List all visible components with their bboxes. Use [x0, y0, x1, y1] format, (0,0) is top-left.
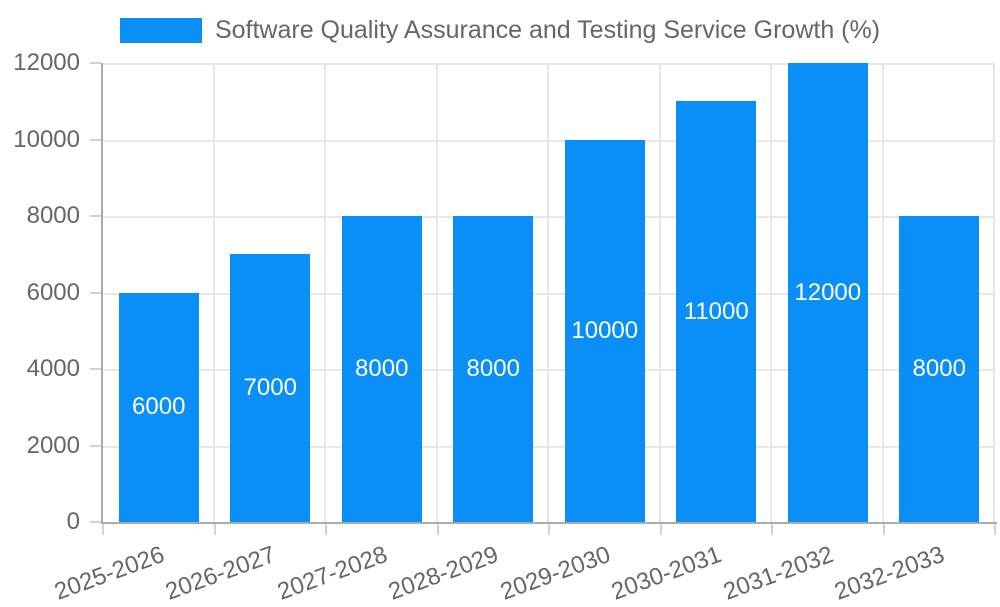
y-axis-line [101, 63, 103, 524]
y-tick-label: 6000 [26, 278, 80, 306]
bar-2032-2033: 8000 [899, 216, 980, 522]
gridline-vertical [770, 63, 772, 522]
x-axis-tick [325, 524, 327, 535]
x-axis-tick [994, 524, 996, 535]
gridline-horizontal [103, 139, 995, 142]
bar-2030-2031: 11000 [676, 101, 757, 522]
x-tick-label: 2028-2029 [385, 541, 503, 606]
gridline-horizontal [103, 369, 995, 371]
y-axis-tick [90, 215, 101, 217]
bar-value-label: 12000 [794, 278, 862, 306]
bar-value-label: 8000 [355, 355, 409, 382]
gridline-vertical [435, 63, 438, 522]
x-axis-tick [882, 524, 885, 535]
bar-2026-2027: 7000 [230, 254, 311, 522]
bar-2027-2028: 8000 [341, 216, 422, 522]
gridline-vertical [881, 63, 884, 522]
bar-value-label: 10000 [571, 316, 639, 344]
gridline-vertical [324, 63, 326, 522]
gridline-vertical [658, 63, 661, 522]
bar-2031-2032: 12000 [787, 63, 868, 522]
bar-value-label: 8000 [466, 355, 520, 382]
y-tick-label: 10000 [13, 125, 80, 153]
y-tick-label: 8000 [26, 202, 80, 229]
x-axis-tick [771, 524, 773, 535]
bar-value-label: 6000 [132, 393, 186, 421]
x-tick-label: 2026-2027 [162, 541, 280, 606]
x-tick-label: 2030-2031 [608, 541, 726, 606]
y-axis-tick [90, 62, 101, 64]
gridline-vertical [993, 63, 995, 522]
chart-legend[interactable]: Software Quality Assurance and Testing S… [0, 15, 1000, 45]
gridline-horizontal [103, 216, 995, 218]
y-axis-tick [90, 138, 101, 141]
bar-2029-2030: 10000 [564, 139, 645, 522]
gridline-horizontal [103, 63, 995, 65]
plot-area: 6000 7000 8000 8000 10000 11000 12000 8000 [103, 63, 995, 522]
x-tick-label: 2032-2033 [831, 541, 949, 606]
gridline-horizontal [103, 445, 995, 448]
y-tick-label: 12000 [13, 49, 80, 76]
y-axis-tick [90, 521, 101, 523]
x-axis-tick [659, 524, 662, 535]
gridline-vertical [212, 63, 215, 522]
bar-value-label: 11000 [683, 297, 749, 325]
y-axis-tick [90, 444, 101, 447]
y-axis-tick [90, 368, 101, 370]
y-tick-label: 0 [66, 508, 80, 535]
y-axis-tick [90, 291, 101, 294]
x-axis-line [101, 522, 997, 524]
bar-2025-2026: 6000 [118, 292, 199, 522]
y-tick-label: 4000 [26, 355, 80, 382]
legend-label: Software Quality Assurance and Testing S… [214, 16, 881, 44]
bar-value-label: 8000 [912, 355, 966, 382]
gridline-vertical [547, 63, 549, 522]
x-axis-tick [213, 524, 216, 535]
x-axis-tick [548, 524, 550, 535]
bar-value-label: 7000 [243, 374, 297, 402]
x-tick-label: 2031-2032 [719, 541, 837, 606]
x-axis-tick [102, 524, 104, 535]
x-tick-label: 2027-2028 [273, 541, 391, 606]
y-tick-label: 2000 [26, 431, 80, 459]
gridline-horizontal [103, 292, 995, 295]
x-axis-tick [436, 524, 439, 535]
bar-2028-2029: 8000 [453, 216, 534, 522]
legend-swatch [119, 17, 202, 43]
x-tick-label: 2029-2030 [496, 541, 614, 606]
x-tick-label: 2025-2026 [50, 541, 168, 606]
